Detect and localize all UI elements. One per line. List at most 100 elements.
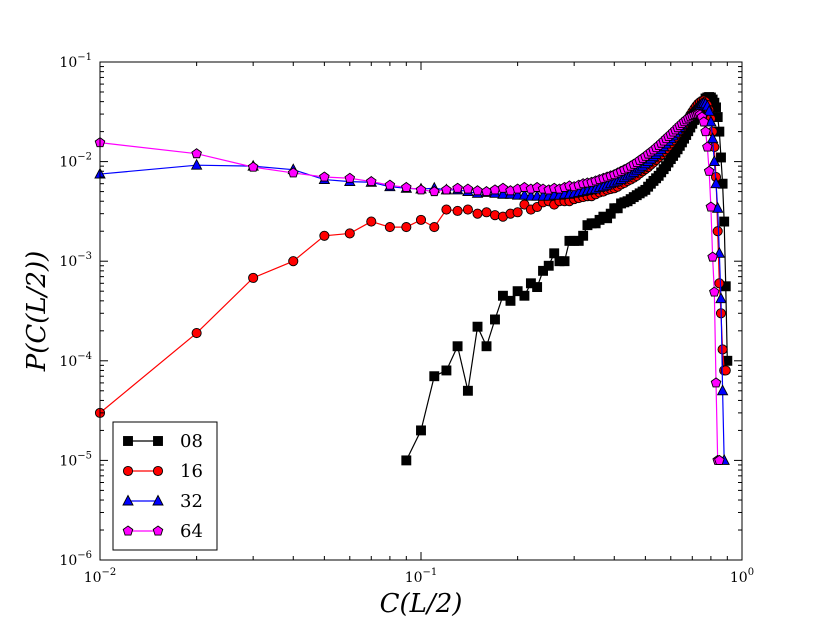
data-point: [462, 385, 473, 396]
data-point: [401, 222, 412, 233]
data-point: [288, 256, 299, 267]
legend: 08 16 32 64: [112, 421, 218, 551]
data-point: [401, 181, 412, 192]
data-point: [287, 167, 299, 178]
data-point: [722, 355, 733, 366]
data-point: [703, 165, 715, 176]
legend-item-16: 16: [122, 461, 203, 482]
data-point: [415, 184, 427, 195]
data-point: [519, 290, 530, 301]
data-point: [472, 208, 483, 219]
legend-label: 64: [180, 521, 203, 542]
data-point: [441, 184, 452, 195]
data-point: [708, 155, 721, 167]
data-point: [416, 425, 426, 436]
data-point: [700, 126, 711, 137]
y-tick-label: 10−3: [59, 251, 92, 270]
data-point: [481, 207, 492, 218]
data-point: [441, 365, 452, 376]
data-point: [365, 176, 377, 187]
data-point: [472, 185, 483, 196]
data-point: [191, 327, 202, 339]
legend-marker: [123, 436, 133, 446]
data-point: [462, 183, 474, 194]
data-point: [366, 216, 377, 227]
legend-label: 32: [180, 491, 203, 512]
data-point: [344, 228, 355, 239]
data-point: [401, 455, 412, 466]
legend-marker: [152, 465, 164, 477]
series-08: [401, 92, 733, 466]
data-point: [578, 230, 589, 241]
data-point: [512, 207, 523, 218]
data-point: [429, 371, 440, 382]
data-point: [472, 321, 483, 332]
legend-marker: [152, 494, 164, 506]
data-point: [384, 222, 395, 233]
data-point: [716, 384, 729, 396]
data-point: [710, 377, 722, 388]
data-point: [719, 216, 730, 227]
data-point: [190, 158, 203, 170]
y-tick-label: 10−5: [59, 450, 92, 469]
legend-marker: [152, 525, 164, 536]
data-point: [710, 177, 722, 189]
data-point: [505, 295, 516, 306]
data-point: [452, 205, 463, 216]
data-point: [490, 314, 500, 325]
data-point: [452, 341, 463, 352]
x-tick-label: 100: [730, 567, 754, 586]
data-point: [549, 248, 560, 259]
tick-layer: 10−2 10−1 100 10−6 10−5 10−4 10−3 10−2 10−1: [59, 52, 754, 586]
y-tick-label: 10−4: [59, 351, 92, 370]
data-point: [481, 186, 492, 197]
data-point: [715, 292, 727, 304]
legend-marker: [153, 436, 163, 446]
data-point: [714, 454, 725, 465]
data-point: [462, 204, 473, 215]
y-tick-label: 10−1: [59, 52, 92, 71]
y-tick-label: 10−2: [59, 152, 92, 171]
data-point: [248, 272, 259, 283]
x-tick-label: 10−1: [405, 567, 438, 586]
legend-label: 16: [180, 461, 203, 482]
legend-item-32: 32: [122, 491, 203, 512]
data-point: [532, 282, 543, 293]
data-point: [714, 278, 725, 289]
data-point: [247, 161, 259, 172]
y-axis-title: P(C(L/2)): [22, 251, 52, 373]
legend-item-64: 64: [122, 521, 203, 542]
data-point: [698, 116, 710, 127]
data-point: [703, 104, 715, 116]
legend-marker: [122, 465, 134, 477]
data-point: [712, 226, 723, 237]
data-point: [518, 188, 531, 200]
data-point: [702, 141, 713, 152]
legend-marker: [122, 525, 134, 536]
data-point: [481, 341, 492, 352]
series-layer: [94, 92, 733, 466]
data-point: [441, 204, 452, 215]
data-point: [384, 179, 396, 190]
data-point: [319, 171, 330, 182]
data-point: [705, 201, 717, 212]
data-point: [497, 290, 508, 301]
data-point: [707, 251, 718, 262]
data-point: [720, 365, 731, 376]
y-tick-label: 10−6: [59, 550, 92, 569]
legend-label: 08: [180, 431, 203, 452]
data-point: [709, 286, 720, 297]
x-axis-title: C(L/2): [380, 589, 463, 619]
series-64: [94, 108, 725, 465]
data-point: [511, 188, 524, 200]
data-point: [429, 186, 440, 197]
data-point: [559, 256, 570, 267]
legend-item-08: 08: [123, 431, 203, 452]
legend-marker: [122, 494, 134, 506]
data-point: [344, 172, 356, 183]
data-point: [452, 182, 463, 193]
data-point: [717, 344, 728, 355]
data-point: [716, 152, 726, 163]
data-point: [497, 182, 509, 193]
